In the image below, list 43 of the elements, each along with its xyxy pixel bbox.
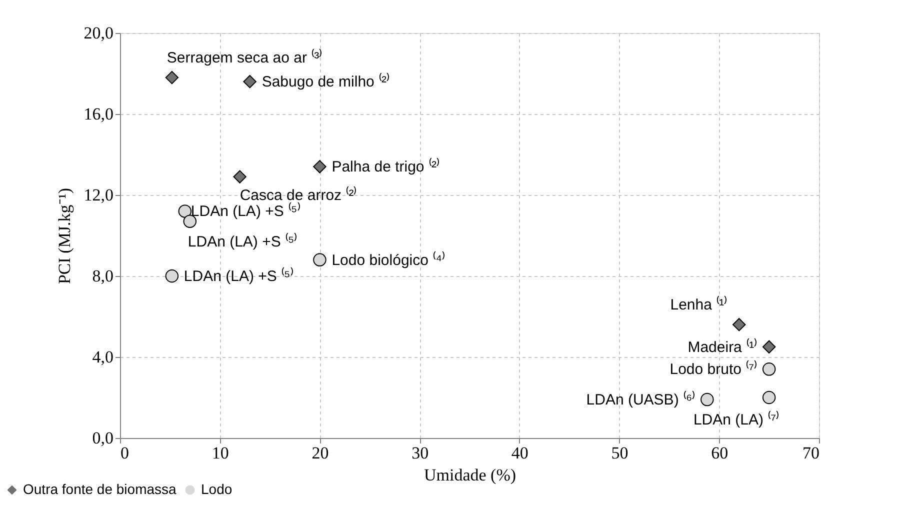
- x-axis-title: Umidade (%): [424, 466, 516, 484]
- y-axis-title: PCI (MJ.kg⁻¹): [54, 188, 74, 284]
- legend-label: Lodo: [201, 481, 232, 497]
- annotation: LDAn (LA) +S ⁽⁵⁾: [188, 232, 298, 250]
- x-tick-label: 60: [711, 444, 728, 462]
- point: [183, 214, 197, 228]
- annotation: LDAn (LA) +S ⁽⁵⁾: [184, 267, 294, 285]
- point: [165, 269, 179, 283]
- point: [313, 160, 326, 174]
- y-tick-label: 4,0: [92, 348, 114, 366]
- annotation: LDAn (UASB) ⁽⁶⁾: [586, 390, 696, 409]
- point: [700, 392, 714, 406]
- point: [762, 340, 776, 354]
- annotation: Palha de trigo ⁽²⁾: [332, 158, 440, 176]
- y-tick-label: 0,0: [92, 428, 114, 448]
- y-tick-label: 12,0: [84, 186, 114, 204]
- x-tick-label: 50: [611, 444, 628, 462]
- x-tick-label: 40: [511, 444, 528, 462]
- y-tick-label: 8,0: [92, 266, 114, 286]
- annotation: LDAn (LA) +S ⁽⁵⁾: [190, 202, 300, 220]
- annotation: LDAn (LA) ⁽⁷⁾: [693, 410, 780, 428]
- y-tick-label: 16,0: [84, 104, 114, 124]
- point: [732, 318, 746, 332]
- annotation: Serragem seca ao ar ⁽³⁾: [166, 48, 322, 67]
- x-tick-label: 30: [412, 444, 429, 462]
- point: [313, 253, 326, 266]
- annotation: Lenha ⁽¹⁾: [670, 296, 728, 314]
- legend-label: Outra fonte de biomassa: [23, 481, 177, 497]
- point: [178, 204, 192, 218]
- x-tick-label: 20: [312, 444, 329, 462]
- point: [762, 362, 776, 376]
- x-tick-label: 0: [120, 444, 129, 462]
- annotation: Lodo bruto ⁽⁷⁾: [670, 360, 758, 378]
- point: [233, 170, 246, 184]
- annotation: Sabugo de milho ⁽²⁾: [262, 72, 390, 91]
- y-tick-label: 20,0: [84, 24, 114, 42]
- point: [165, 70, 179, 84]
- x-tick-label: 10: [212, 444, 229, 462]
- point: [762, 390, 776, 404]
- x-tick-label: 70: [802, 444, 820, 462]
- annotation: Madeira ⁽¹⁾: [688, 338, 758, 356]
- point: [243, 74, 256, 88]
- annotation: Lodo biológico ⁽⁴⁾: [332, 250, 446, 269]
